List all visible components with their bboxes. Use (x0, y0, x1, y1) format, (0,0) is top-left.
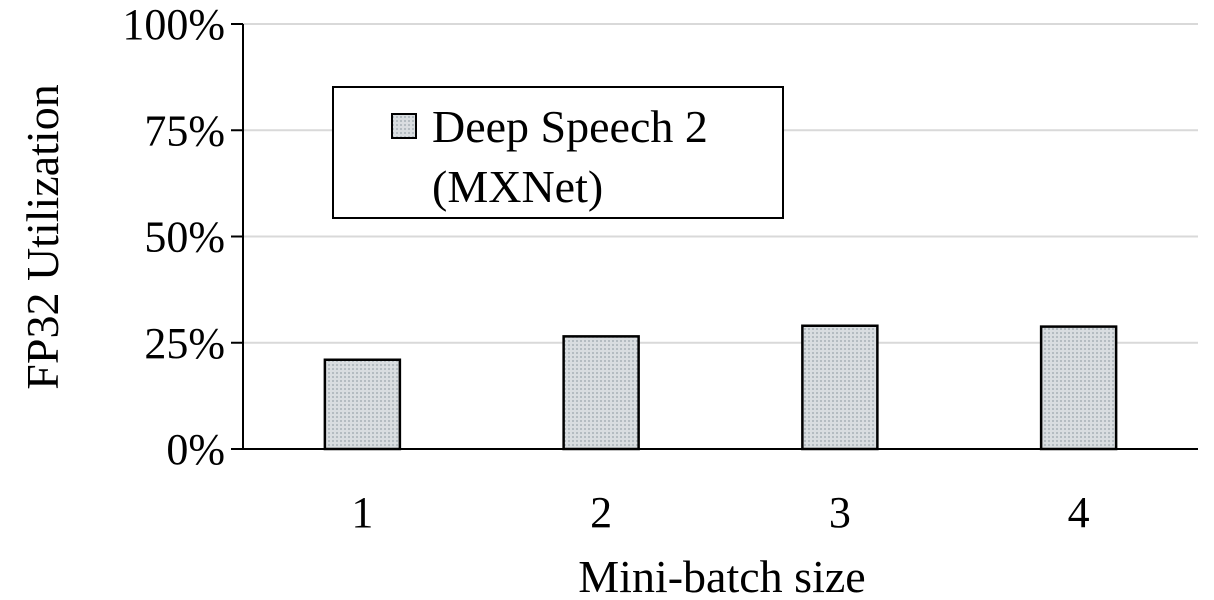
y-tick-label: 75% (144, 106, 225, 155)
y-tick-labels: 0% 25% 50% 75% 100% (122, 0, 225, 474)
legend-box (332, 86, 784, 219)
y-tick-label: 0% (166, 425, 225, 474)
bar-3 (801, 324, 879, 451)
bar-1 (323, 358, 402, 451)
x-tick-label: 1 (351, 488, 373, 537)
bars (323, 324, 1118, 451)
x-tick-label: 2 (590, 488, 612, 537)
y-tick-label: 50% (144, 213, 225, 262)
bar-4 (1039, 325, 1118, 451)
x-tick-labels: 1 2 3 4 (351, 488, 1089, 537)
legend-label-line2: (MXNet) (432, 161, 603, 212)
x-tick-label: 4 (1068, 488, 1090, 537)
y-tick-label: 100% (122, 0, 225, 49)
legend-label-line1: Deep Speech 2 (432, 101, 708, 152)
x-axis-title: Mini-batch size (578, 551, 865, 600)
y-tick-label: 25% (144, 319, 225, 368)
legend-swatch (391, 113, 417, 139)
y-axis-title: FP32 Utilization (17, 84, 68, 389)
x-tick-label: 3 (829, 488, 851, 537)
bar-2 (562, 335, 640, 451)
legend: Deep Speech 2 (MXNet) (332, 86, 784, 219)
